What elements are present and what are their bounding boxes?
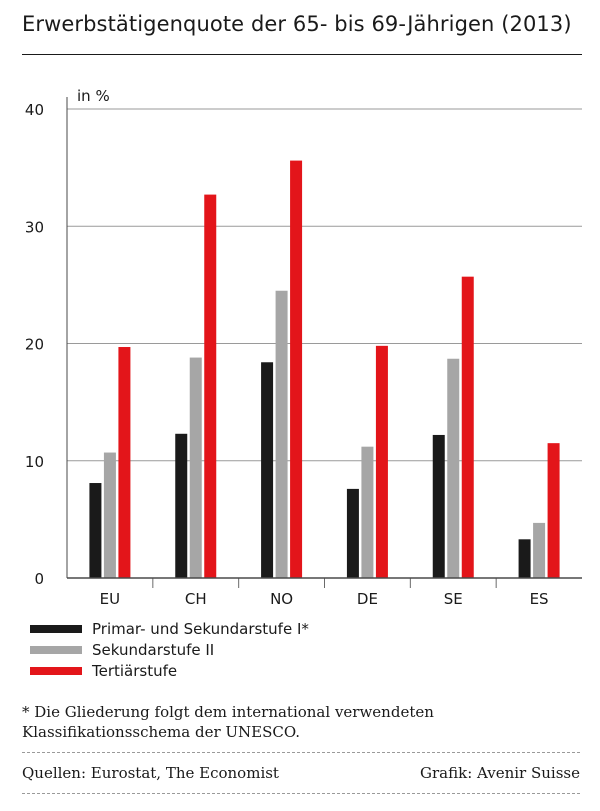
x-tick-label-se: SE bbox=[444, 590, 463, 608]
grid-lines bbox=[67, 108, 582, 462]
legend-swatch-primary bbox=[30, 624, 82, 633]
x-tick-label-no: NO bbox=[270, 590, 293, 608]
chart-title: Erwerbstätigenquote der 65- bis 69-Jähri… bbox=[22, 12, 572, 36]
legend-item-primary: Primar- und Sekundarstufe I* bbox=[30, 618, 309, 639]
bar-no-series-3 bbox=[290, 160, 303, 578]
axes: 0 10 20 30 40 in % EU CH NO DE SE ES bbox=[25, 87, 582, 608]
bar-chart: 0 10 20 30 40 in % EU CH NO DE SE ES bbox=[25, 87, 582, 608]
bars bbox=[89, 160, 560, 578]
bar-es-series-3 bbox=[547, 443, 560, 578]
y-tick-label-30: 30 bbox=[25, 218, 44, 236]
bar-eu-series-2 bbox=[103, 452, 116, 578]
legend-label-secondary: Sekundarstufe II bbox=[92, 640, 215, 659]
bar-se-series-1 bbox=[432, 434, 445, 578]
bar-es-series-1 bbox=[518, 539, 531, 578]
bar-de-series-3 bbox=[375, 345, 388, 578]
x-tick-label-es: ES bbox=[530, 590, 549, 608]
y-tick-label-0: 0 bbox=[34, 570, 44, 588]
bar-ch-series-1 bbox=[175, 433, 188, 578]
bar-eu-series-3 bbox=[118, 347, 131, 578]
legend-label-primary: Primar- und Sekundarstufe I* bbox=[92, 619, 309, 638]
x-tick-label-eu: EU bbox=[100, 590, 120, 608]
legend-item-secondary: Sekundarstufe II bbox=[30, 639, 309, 660]
x-tick-label-de: DE bbox=[357, 590, 378, 608]
footer-divider bbox=[22, 793, 580, 794]
y-axis-label: in % bbox=[77, 87, 110, 105]
bar-se-series-3 bbox=[461, 276, 474, 578]
x-tick-label-ch: CH bbox=[185, 590, 207, 608]
bar-ch-series-3 bbox=[204, 194, 217, 578]
bar-es-series-2 bbox=[533, 522, 546, 578]
legend: Primar- und Sekundarstufe I* Sekundarstu… bbox=[30, 618, 309, 681]
bar-ch-series-2 bbox=[189, 357, 202, 578]
sources-text: Quellen: Eurostat, The Economist bbox=[22, 764, 279, 782]
footnote-divider bbox=[22, 752, 580, 753]
legend-swatch-secondary bbox=[30, 645, 82, 654]
y-tick-label-40: 40 bbox=[25, 101, 44, 119]
bar-eu-series-1 bbox=[89, 483, 102, 578]
bar-de-series-2 bbox=[361, 446, 374, 578]
y-tick-label-10: 10 bbox=[25, 453, 44, 471]
legend-swatch-tertiary bbox=[30, 666, 82, 675]
footnote: * Die Gliederung folgt dem international… bbox=[22, 703, 434, 741]
bar-no-series-1 bbox=[261, 362, 274, 578]
credit-text: Grafik: Avenir Suisse bbox=[420, 764, 580, 782]
y-tick-label-20: 20 bbox=[25, 336, 44, 354]
legend-label-tertiary: Tertiärstufe bbox=[92, 661, 178, 680]
footer: Quellen: Eurostat, The Economist Grafik:… bbox=[22, 764, 580, 782]
bar-no-series-2 bbox=[275, 290, 288, 578]
bar-se-series-2 bbox=[447, 358, 460, 578]
title-rule bbox=[22, 54, 582, 55]
bar-de-series-1 bbox=[346, 488, 359, 578]
legend-item-tertiary: Tertiärstufe bbox=[30, 660, 309, 681]
